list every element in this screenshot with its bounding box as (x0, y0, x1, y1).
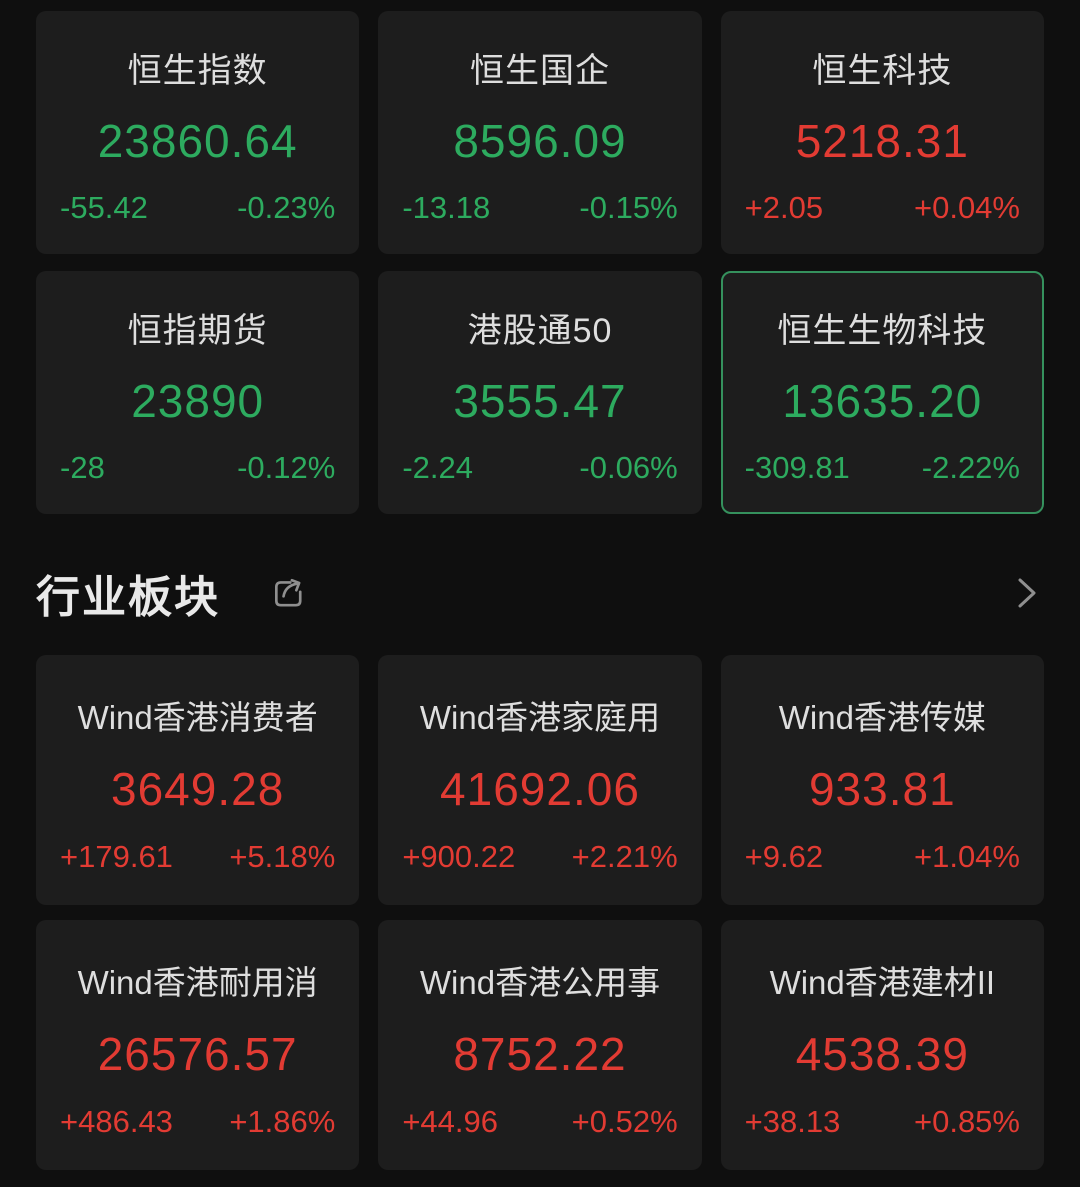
index-change: -13.18 (402, 190, 491, 225)
share-icon[interactable] (268, 573, 308, 613)
sector-card-consumer[interactable]: Wind香港消费者 3649.28 +179.61 +5.18% (36, 655, 360, 905)
sector-name: Wind香港消费者 (77, 699, 318, 736)
index-change-row: -309.81 -2.22% (743, 450, 1022, 486)
index-change-row: -2.24 -0.06% (400, 450, 679, 486)
index-change: -2.24 (402, 450, 473, 485)
index-card-hk-connect-50[interactable]: 港股通50 3555.47 -2.24 -0.06% (378, 271, 702, 514)
sector-value: 8752.22 (453, 1028, 627, 1080)
sector-change: +900.22 (402, 839, 516, 874)
index-card-grid: 恒生指数 23860.64 -55.42 -0.23% 恒生国企 8596.09… (36, 11, 1044, 514)
index-name: 恒指期货 (127, 312, 268, 350)
index-value: 5218.31 (795, 115, 969, 167)
sector-name: Wind香港耐用消 (77, 964, 318, 1001)
section-title: 行业板块 (36, 573, 220, 622)
sector-card-household[interactable]: Wind香港家庭用 41692.06 +900.22 +2.21% (378, 655, 702, 905)
index-name: 恒生指数 (127, 52, 268, 90)
sector-change-row: +44.96 +0.52% (400, 1104, 679, 1140)
index-card-hs-biotech[interactable]: 恒生生物科技 13635.20 -309.81 -2.22% (720, 271, 1044, 514)
sector-change: +486.43 (60, 1104, 173, 1139)
sector-change-pct: +1.86% (229, 1104, 336, 1139)
sector-name: Wind香港传媒 (778, 699, 986, 736)
sector-card-grid: Wind香港消费者 3649.28 +179.61 +5.18% Wind香港家… (36, 655, 1044, 1170)
index-change-row: -28 -0.12% (58, 450, 337, 486)
index-change-pct: -2.22% (921, 450, 1020, 485)
index-change-pct: +0.04% (913, 190, 1020, 225)
index-change-pct: -0.12% (237, 450, 336, 485)
sector-change-pct: +1.04% (913, 839, 1020, 874)
sector-change-pct: +2.21% (571, 839, 678, 874)
index-change: -309.81 (744, 450, 850, 485)
sector-change-row: +486.43 +1.86% (58, 1104, 337, 1140)
sector-change-row: +900.22 +2.21% (400, 839, 679, 875)
sector-card-building-materials[interactable]: Wind香港建材II 4538.39 +38.13 +0.85% (720, 920, 1044, 1170)
index-name: 恒生国企 (469, 52, 610, 90)
sector-change-pct: +0.85% (913, 1104, 1020, 1139)
index-card-hscei[interactable]: 恒生国企 8596.09 -13.18 -0.15% (378, 11, 702, 254)
index-card-hsi[interactable]: 恒生指数 23860.64 -55.42 -0.23% (36, 11, 360, 254)
sector-name: Wind香港建材II (769, 964, 996, 1001)
index-change: +2.05 (744, 190, 824, 225)
index-change: -55.42 (60, 190, 148, 225)
index-card-hsi-futures[interactable]: 恒指期货 23890 -28 -0.12% (36, 271, 360, 514)
sector-change-row: +9.62 +1.04% (743, 839, 1022, 875)
sector-name: Wind香港家庭用 (419, 699, 661, 736)
sector-card-utilities[interactable]: Wind香港公用事 8752.22 +44.96 +0.52% (378, 920, 702, 1170)
sector-value: 4538.39 (795, 1028, 969, 1080)
sector-change-row: +179.61 +5.18% (58, 839, 337, 875)
index-name: 港股通50 (467, 312, 613, 350)
sector-change-pct: +5.18% (229, 839, 336, 874)
sector-card-durables[interactable]: Wind香港耐用消 26576.57 +486.43 +1.86% (36, 920, 360, 1170)
sector-name: Wind香港公用事 (419, 964, 661, 1001)
chevron-right-icon[interactable] (1012, 576, 1042, 610)
index-change-pct: -0.15% (579, 190, 678, 225)
sector-change: +9.62 (744, 839, 824, 874)
sector-change: +44.96 (402, 1104, 499, 1139)
index-card-hstech[interactable]: 恒生科技 5218.31 +2.05 +0.04% (720, 11, 1044, 254)
index-name: 恒生科技 (812, 52, 953, 90)
index-value: 8596.09 (453, 115, 627, 167)
sector-change-pct: +0.52% (571, 1104, 678, 1139)
sector-change-row: +38.13 +0.85% (743, 1104, 1022, 1140)
index-value: 3555.47 (453, 375, 627, 427)
sector-change: +38.13 (744, 1104, 841, 1139)
index-value: 13635.20 (782, 375, 983, 427)
index-change-row: +2.05 +0.04% (743, 190, 1022, 226)
sector-value: 933.81 (808, 763, 956, 815)
sector-value: 26576.57 (97, 1028, 298, 1080)
index-value: 23860.64 (97, 115, 298, 167)
sector-section-header: 行业板块 (36, 561, 1044, 625)
index-change-row: -55.42 -0.23% (58, 190, 337, 226)
sector-value: 41692.06 (440, 763, 640, 815)
sector-card-media[interactable]: Wind香港传媒 933.81 +9.62 +1.04% (720, 655, 1044, 905)
index-value: 23890 (131, 375, 265, 427)
index-change-pct: -0.06% (579, 450, 678, 485)
index-change: -28 (60, 450, 105, 485)
sector-change: +179.61 (60, 839, 173, 874)
index-name: 恒生生物科技 (777, 312, 988, 350)
sector-value: 3649.28 (111, 763, 285, 815)
index-change-pct: -0.23% (237, 190, 336, 225)
index-change-row: -13.18 -0.15% (400, 190, 679, 226)
